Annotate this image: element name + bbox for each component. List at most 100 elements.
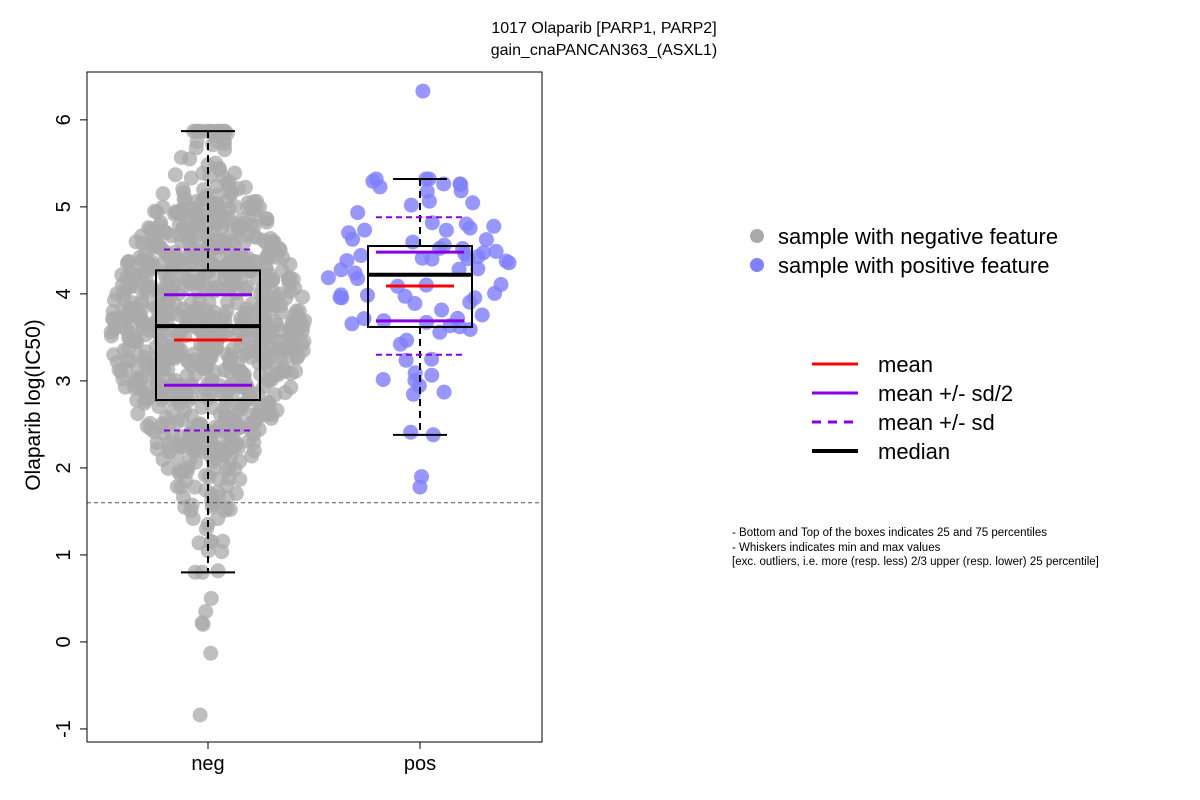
data-point-neg [103,324,119,340]
data-point-pos [403,424,419,440]
y-tick-label: 4 [53,288,75,299]
data-point-neg [154,379,169,395]
data-point-pos [407,365,423,381]
data-point-neg [285,313,301,329]
y-axis-label: Olaparib log(IC50) [22,319,45,491]
data-point-pos [353,248,369,263]
data-point-pos [432,324,448,340]
data-point-neg [130,406,146,422]
data-point-neg [129,370,144,386]
data-point-neg [180,353,196,369]
data-point-neg [217,264,233,280]
data-point-neg [240,254,256,270]
data-point-neg [194,399,210,415]
data-point-neg [259,328,275,343]
data-point-neg [183,240,199,255]
data-point-neg [283,379,299,395]
data-point-pos [436,384,452,400]
data-point-neg [286,337,302,353]
data-point-neg [138,393,154,409]
legend-point-marker [750,229,764,243]
data-point-neg [259,214,275,230]
chart-title: 1017 Olaparib [PARP1, PARP2] [491,20,716,37]
data-point-neg [177,499,193,515]
data-point-neg [210,563,226,579]
data-point-neg [208,155,224,171]
data-point-neg [244,311,260,327]
data-point-neg [266,235,282,251]
data-point-neg [192,707,208,723]
data-point-neg [109,354,125,370]
data-point-neg [121,279,137,295]
data-point-neg [229,285,245,301]
data-point-pos [344,316,360,332]
data-point-neg [124,266,139,281]
data-point-neg [129,308,145,324]
data-point-neg [161,444,177,460]
data-point-neg [185,511,201,526]
data-point-pos [375,372,391,387]
data-point-neg [190,300,206,316]
data-point-neg [188,140,204,156]
data-point-pos [320,270,336,286]
data-point-neg [167,167,183,183]
data-point-neg [288,363,304,379]
legend-point-label: sample with negative feature [778,224,1058,249]
data-point-neg [236,367,252,383]
data-point-neg [162,390,178,406]
box-pos [367,245,473,328]
data-point-pos [333,262,349,278]
data-point-neg [246,426,262,442]
data-point-neg [175,181,191,197]
data-point-pos [424,215,440,231]
data-point-neg [208,196,224,212]
chart-subtitle: gain_cnaPANCAN363_(ASXL1) [491,42,718,59]
data-point-neg [220,294,235,310]
legend-point-marker [750,258,764,272]
data-point-neg [249,194,265,209]
plot-frame [86,71,543,743]
data-point-pos [403,197,419,213]
data-point-pos [341,225,357,241]
y-tick-label: 6 [53,114,75,125]
legend: sample with negative feature sample with … [750,224,1058,464]
x-tick-label: pos [404,753,436,775]
data-point-neg [200,310,216,326]
axes: -1 0 1 2 3 4 5 6 neg pos [53,114,436,775]
data-point-neg [221,420,237,436]
data-point-pos [356,311,372,327]
data-point-pos [398,352,414,368]
legend-line-label: mean +/- sd/2 [878,381,1013,406]
legend-line-label: mean [878,352,933,377]
data-point-neg [209,441,225,457]
data-point-pos [493,277,509,292]
data-point-neg [222,350,238,366]
data-point-neg [195,192,211,208]
data-point-neg [175,301,191,317]
data-point-neg [240,345,255,360]
data-point-pos [470,261,486,277]
data-point-pos [501,255,517,271]
data-point-pos [462,294,478,310]
data-point-neg [265,301,281,317]
sample-points [103,83,517,723]
data-point-neg [246,218,262,234]
data-point-neg [194,615,210,631]
data-point-neg [272,286,287,302]
data-point-neg [198,360,214,376]
data-point-neg [187,479,203,495]
data-point-pos [488,243,504,259]
data-point-pos [365,173,381,189]
y-tick-label: 0 [53,636,75,647]
data-point-neg [155,199,171,215]
data-point-pos [438,222,454,238]
data-point-neg [203,590,219,606]
data-point-neg [260,372,276,388]
data-point-neg [244,448,260,464]
data-point-pos [357,222,373,238]
data-point-neg [224,184,240,200]
data-point-neg [157,224,173,240]
data-point-pos [486,218,502,234]
data-point-neg [155,335,170,350]
legend-point-label: sample with positive feature [778,253,1049,278]
